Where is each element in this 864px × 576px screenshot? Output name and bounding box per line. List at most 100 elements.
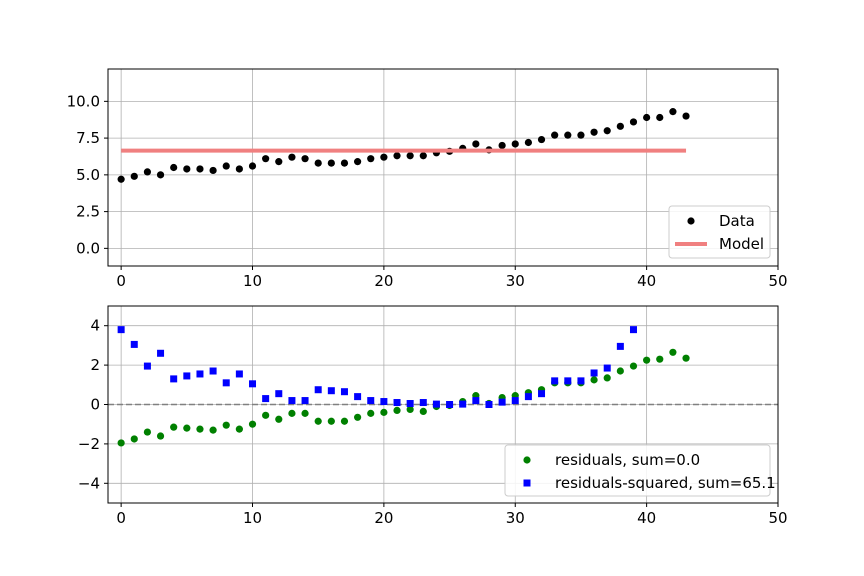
data-point bbox=[288, 153, 296, 161]
data-point bbox=[603, 127, 611, 135]
y-tick-label: −4 bbox=[78, 474, 100, 492]
data-point bbox=[406, 152, 414, 160]
legend-swatch-circle bbox=[687, 217, 695, 225]
legend-swatch-square bbox=[523, 479, 531, 487]
data-point-square bbox=[472, 397, 480, 405]
data-point-square bbox=[524, 393, 532, 401]
data-point-square bbox=[419, 399, 427, 407]
legend-label: residuals, sum=0.0 bbox=[555, 451, 700, 469]
data-point-square bbox=[354, 393, 362, 401]
legend-label: residuals-squared, sum=65.1 bbox=[555, 474, 776, 492]
data-point bbox=[511, 140, 519, 148]
y-tick-label: 10.0 bbox=[67, 92, 100, 110]
data-point bbox=[367, 409, 375, 417]
data-point bbox=[183, 424, 191, 432]
x-tick-label: 10 bbox=[243, 272, 262, 290]
legend-label: Model bbox=[719, 235, 764, 253]
data-point bbox=[130, 435, 138, 443]
legend-box bbox=[504, 444, 771, 497]
data-point bbox=[209, 166, 217, 175]
series-2 bbox=[117, 326, 637, 408]
data-point bbox=[340, 159, 349, 167]
data-point bbox=[156, 432, 165, 440]
data-point-square bbox=[209, 367, 217, 375]
data-point-square bbox=[603, 364, 611, 372]
data-point bbox=[669, 108, 677, 116]
data-point bbox=[603, 374, 611, 382]
data-point-square bbox=[327, 387, 335, 395]
data-point bbox=[327, 417, 335, 425]
series-1 bbox=[117, 108, 690, 183]
data-point bbox=[117, 175, 125, 183]
data-point bbox=[275, 158, 283, 166]
data-point bbox=[196, 425, 204, 433]
data-point-square bbox=[117, 326, 125, 334]
data-point bbox=[524, 138, 532, 147]
data-point bbox=[393, 152, 401, 160]
data-point bbox=[616, 367, 624, 375]
data-point bbox=[143, 168, 152, 176]
data-point bbox=[143, 428, 152, 436]
x-tick-label: 10 bbox=[243, 509, 262, 527]
data-point-square bbox=[551, 377, 559, 385]
data-point-square bbox=[157, 349, 165, 357]
data-point bbox=[170, 163, 178, 172]
data-point-square bbox=[432, 400, 440, 408]
data-point bbox=[393, 406, 401, 415]
data-point bbox=[643, 356, 651, 364]
data-point-square bbox=[485, 401, 493, 408]
data-point bbox=[419, 152, 427, 160]
data-point bbox=[380, 408, 388, 416]
data-point bbox=[301, 155, 309, 163]
data-point bbox=[170, 423, 178, 431]
x-tick-label: 0 bbox=[116, 509, 126, 527]
data-point bbox=[380, 153, 388, 161]
data-point bbox=[498, 141, 506, 150]
legend-label: Data bbox=[719, 212, 755, 230]
data-point bbox=[130, 172, 138, 180]
data-point bbox=[590, 128, 598, 136]
data-point bbox=[354, 413, 362, 421]
y-tick-label: 0.0 bbox=[76, 239, 100, 257]
data-point bbox=[156, 171, 165, 179]
data-point bbox=[117, 439, 125, 447]
y-tick-label: 4 bbox=[90, 317, 100, 335]
top-data-model-plot: 0 10 20 30 40 50 0.0 2.5 5.0 7.5 10.0 Data Model bbox=[67, 68, 788, 290]
legend: Data Model bbox=[668, 205, 771, 259]
data-point bbox=[301, 409, 309, 417]
x-tick-label: 30 bbox=[506, 509, 525, 527]
data-point-square bbox=[446, 401, 454, 408]
x-tick-label: 40 bbox=[637, 272, 656, 290]
data-point bbox=[682, 112, 690, 120]
y-tick-label: −2 bbox=[78, 435, 100, 453]
data-point bbox=[209, 426, 217, 434]
data-point bbox=[275, 415, 283, 423]
x-tick-label: 20 bbox=[374, 509, 393, 527]
data-point bbox=[577, 131, 585, 139]
data-point bbox=[262, 411, 270, 419]
data-point-square bbox=[577, 377, 585, 385]
y-tick-label: 5.0 bbox=[76, 166, 100, 184]
data-point bbox=[419, 407, 427, 415]
data-point-square bbox=[616, 342, 624, 350]
x-tick-label: 40 bbox=[637, 509, 656, 527]
y-tick-label: 2 bbox=[90, 356, 100, 374]
data-point bbox=[340, 417, 349, 425]
data-point bbox=[472, 140, 480, 148]
data-point-square bbox=[538, 390, 546, 398]
data-point-square bbox=[393, 399, 401, 407]
data-point bbox=[616, 122, 624, 130]
y-tick-label: 7.5 bbox=[76, 129, 100, 147]
data-point bbox=[327, 159, 335, 167]
data-point bbox=[629, 362, 638, 370]
x-tick-label: 50 bbox=[768, 272, 787, 290]
data-point bbox=[183, 165, 191, 173]
data-point-square bbox=[380, 398, 388, 406]
data-point bbox=[288, 409, 296, 417]
data-point-square bbox=[288, 397, 296, 405]
data-point bbox=[314, 417, 322, 425]
data-point-square bbox=[459, 400, 467, 408]
data-point bbox=[248, 162, 257, 170]
data-point bbox=[222, 421, 230, 429]
